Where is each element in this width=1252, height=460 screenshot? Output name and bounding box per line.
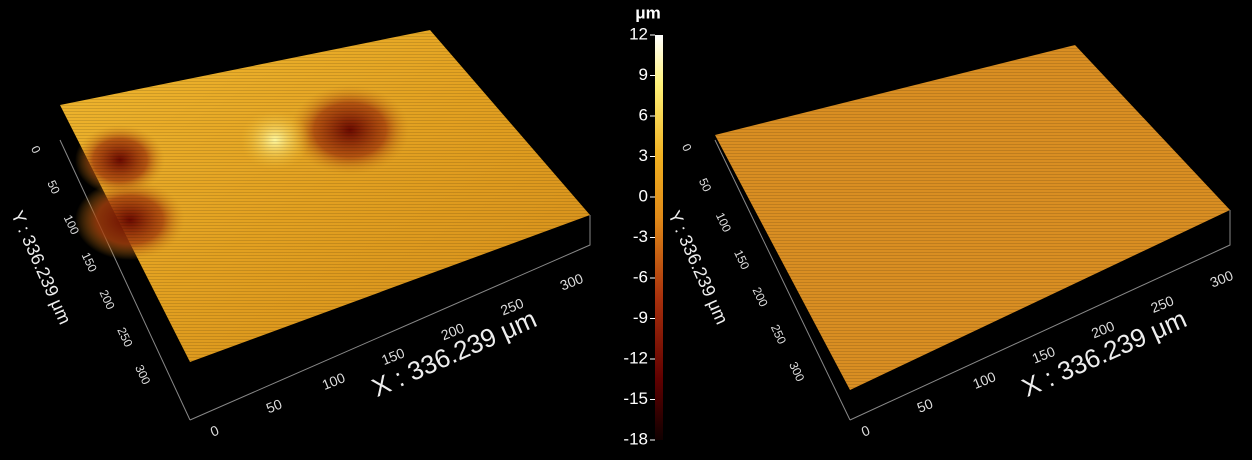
y-tick-label: 150 [79, 250, 100, 274]
surface-left [60, 30, 590, 420]
colorbar-tick-label: 3 [639, 146, 648, 165]
x-tick-label: 100 [970, 368, 998, 392]
x-tick-label: 300 [558, 270, 586, 294]
x-tick-label: 100 [320, 369, 348, 393]
colorbar-tick-label: 0 [639, 186, 648, 205]
colorbar-tick-label: -9 [633, 308, 648, 327]
y-tick-label: 250 [768, 322, 789, 346]
colorbar-tick-label: -6 [633, 267, 648, 286]
y-tick-label: 200 [750, 285, 771, 309]
colorbar-tick-label: 6 [639, 105, 648, 124]
profilometry-figure: μm 12 9 6 3 0 -3 -6 -9 -12 -15 -18 0 50 100 150 200 250 3… [0, 0, 1252, 460]
colorbar [655, 35, 663, 440]
x-tick-label: 50 [264, 396, 285, 417]
y-tick-label: 50 [696, 176, 714, 194]
y-tick-label: 50 [44, 178, 62, 196]
colorbar-tick-label: -15 [623, 389, 648, 408]
x-tick-label: 300 [1208, 267, 1236, 291]
colorbar-tick-label: 9 [639, 65, 648, 84]
colorbar-tick-label: -18 [623, 429, 648, 448]
y-tick-label: 300 [132, 363, 153, 387]
colorbar-unit: μm [635, 3, 661, 22]
y-tick-label: 0 [28, 144, 44, 156]
x-tick-label: 50 [915, 395, 936, 416]
y-tick-label: 150 [731, 248, 752, 272]
x-tick-label: 0 [859, 422, 872, 440]
x-tick-label: 0 [208, 422, 221, 440]
colorbar-tick-label: -12 [623, 348, 648, 367]
y-tick-label: 300 [786, 360, 807, 384]
y-tick-label: 0 [679, 142, 695, 154]
y-tick-label: 250 [114, 325, 135, 349]
colorbar-tick-label: -3 [633, 227, 648, 246]
y-tick-label: 200 [97, 288, 118, 312]
y-tick-label: 100 [713, 210, 734, 234]
colorbar-tick-label: 12 [629, 24, 648, 43]
